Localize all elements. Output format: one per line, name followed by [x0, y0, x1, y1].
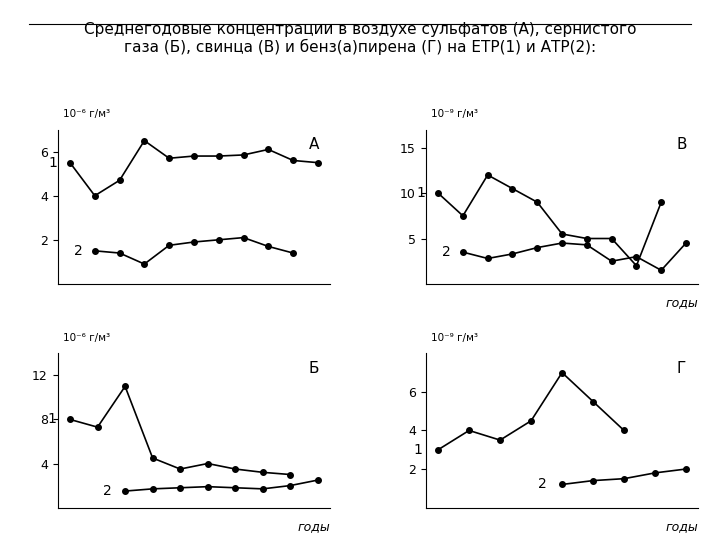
Text: Б: Б	[308, 361, 319, 376]
Text: 2: 2	[73, 244, 82, 258]
Text: 10⁻⁶ г/м³: 10⁻⁶ г/м³	[63, 333, 110, 342]
Text: Среднегодовые концентрации в воздухе сульфатов (А), сернистого
газа (Б), свинца : Среднегодовые концентрации в воздухе сул…	[84, 22, 636, 56]
Text: 2: 2	[442, 245, 451, 259]
Text: А: А	[308, 137, 319, 152]
Text: годы: годы	[666, 520, 698, 533]
Text: 10⁻⁹ г/м³: 10⁻⁹ г/м³	[431, 333, 478, 342]
Text: 10⁻⁹ г/м³: 10⁻⁹ г/м³	[431, 109, 478, 119]
Text: 1: 1	[414, 443, 423, 457]
Text: 2: 2	[538, 477, 546, 491]
Text: 1: 1	[48, 413, 56, 427]
Text: 1: 1	[417, 186, 426, 200]
Text: В: В	[677, 137, 687, 152]
Text: годы: годы	[666, 296, 698, 309]
Text: 1: 1	[49, 156, 58, 170]
Text: 2: 2	[102, 484, 112, 498]
Text: годы: годы	[297, 520, 330, 533]
Text: 10⁻⁶ г/м³: 10⁻⁶ г/м³	[63, 109, 110, 119]
Text: Г: Г	[677, 361, 686, 376]
